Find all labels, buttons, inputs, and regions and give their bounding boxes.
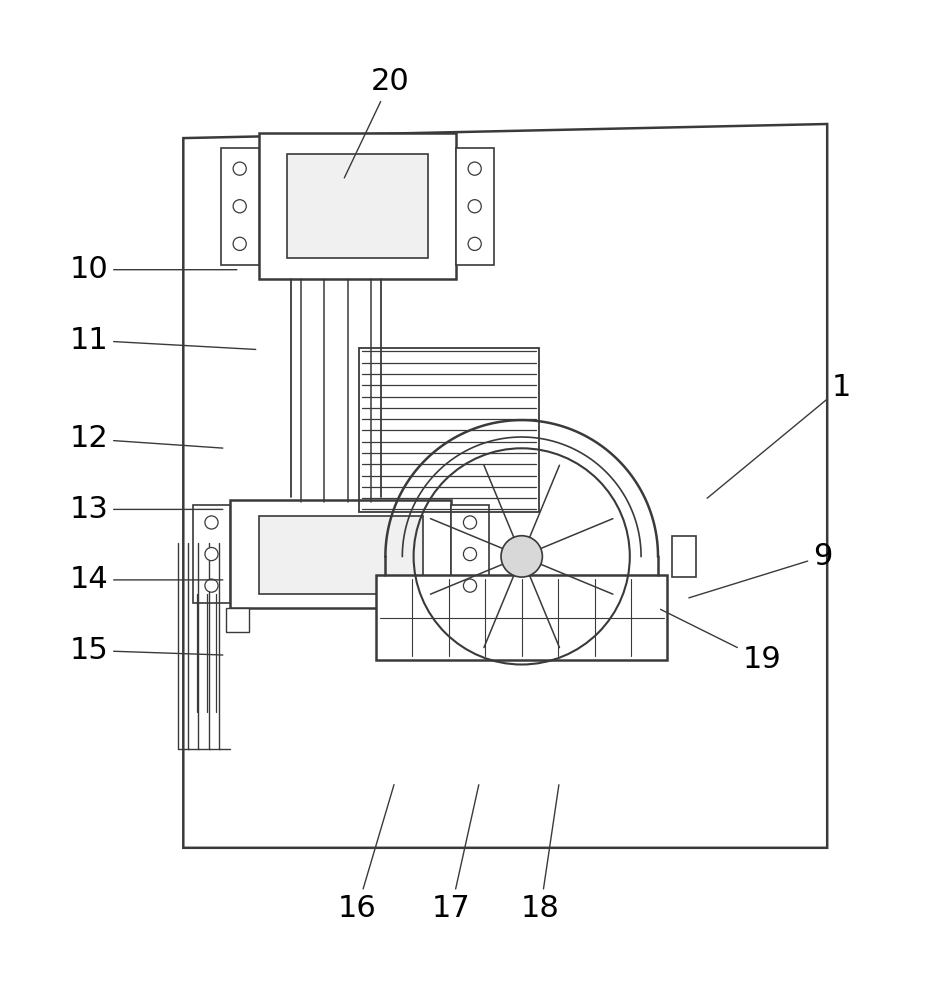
Circle shape	[463, 547, 477, 561]
Bar	[451, 505, 489, 603]
Circle shape	[463, 579, 477, 592]
Polygon shape	[183, 124, 827, 848]
Text: 16: 16	[337, 785, 394, 923]
Bar	[287, 154, 428, 258]
Text: 19: 19	[661, 609, 781, 674]
Text: 14: 14	[70, 565, 223, 594]
Text: 12: 12	[70, 424, 223, 453]
Circle shape	[468, 237, 481, 250]
Bar	[258, 516, 423, 594]
Circle shape	[501, 536, 542, 577]
Bar	[230, 500, 451, 608]
Bar	[376, 575, 667, 660]
Bar	[221, 147, 258, 265]
Circle shape	[205, 547, 218, 561]
Circle shape	[233, 200, 246, 213]
Circle shape	[233, 162, 246, 175]
Circle shape	[205, 516, 218, 529]
Text: 15: 15	[70, 636, 223, 665]
Circle shape	[463, 516, 477, 529]
Circle shape	[233, 237, 246, 250]
Text: 13: 13	[70, 495, 223, 524]
Circle shape	[205, 579, 218, 592]
Text: 18: 18	[521, 785, 560, 923]
Text: 17: 17	[431, 785, 478, 923]
Bar	[226, 608, 249, 632]
Bar	[672, 536, 696, 577]
Text: 1: 1	[707, 373, 852, 498]
Text: 10: 10	[70, 255, 237, 284]
Circle shape	[468, 162, 481, 175]
Text: 11: 11	[70, 326, 256, 355]
Circle shape	[468, 200, 481, 213]
Text: 9: 9	[689, 542, 833, 598]
Bar	[456, 147, 494, 265]
Bar	[359, 348, 539, 512]
Text: 20: 20	[344, 67, 410, 178]
Bar	[193, 505, 230, 603]
Bar	[258, 133, 456, 279]
